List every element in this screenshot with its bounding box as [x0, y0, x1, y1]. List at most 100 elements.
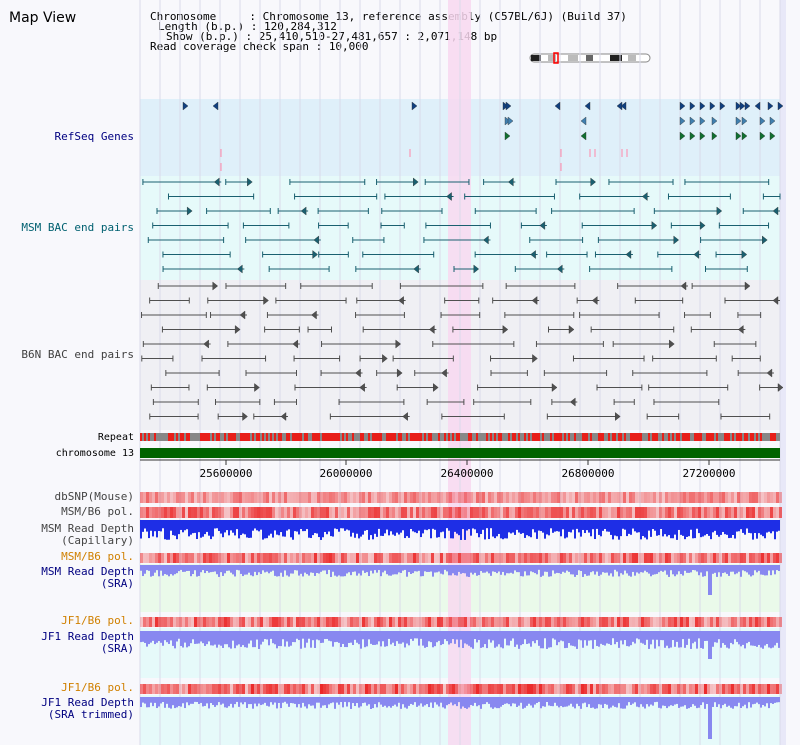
heat-cell: [482, 507, 485, 518]
repeat-block: [284, 433, 286, 441]
heat-cell: [296, 507, 299, 518]
depth-bar: [352, 565, 354, 572]
depth-bar: [620, 565, 622, 574]
heat-cell: [239, 684, 242, 694]
depth-bar: [602, 697, 604, 709]
depth-bar: [384, 697, 386, 706]
depth-bar: [408, 631, 410, 646]
depth-bar: [232, 697, 234, 708]
repeat-block: [274, 433, 276, 441]
depth-bar: [446, 697, 448, 706]
depth-bar: [608, 565, 610, 576]
refseq-genes-label[interactable]: RefSeq Genes: [55, 130, 134, 143]
heat-cell: [773, 507, 776, 518]
heat-cell: [362, 492, 365, 503]
depth-bar: [452, 520, 454, 539]
repeat-block: [684, 433, 686, 441]
depth-bar: [324, 565, 326, 571]
heat-cell: [569, 617, 572, 627]
repeat-block: [732, 433, 734, 441]
heat-cell: [662, 553, 665, 563]
heat-cell: [191, 684, 194, 694]
heat-cell: [776, 507, 779, 518]
heat-cell: [671, 492, 674, 503]
heat-cell: [215, 492, 218, 503]
repeat-block: [330, 433, 332, 441]
depth-bar: [694, 697, 696, 706]
depth-bar: [468, 697, 470, 708]
heat-cell: [452, 617, 455, 627]
depth-bar: [226, 520, 228, 531]
heat-cell: [458, 684, 461, 694]
heat-cell: [725, 617, 728, 627]
heat-cell: [281, 507, 284, 518]
repeat-block: [774, 433, 776, 441]
heat-cell: [206, 492, 209, 503]
heat-cell: [737, 684, 740, 694]
depth-bar: [414, 565, 416, 572]
heat-cell: [377, 507, 380, 518]
depth-bar: [592, 697, 594, 708]
heat-cell: [356, 684, 359, 694]
heat-cell: [314, 617, 317, 627]
heat-cell: [344, 617, 347, 627]
repeat-block: [718, 433, 720, 441]
depth-bar: [514, 565, 516, 571]
heat-cell: [590, 553, 593, 563]
depth-bar: [384, 565, 386, 571]
depth-bar: [540, 520, 542, 532]
repeat-block: [672, 433, 674, 441]
repeat-block: [662, 433, 664, 441]
depth-bar: [574, 520, 576, 539]
depth-bar: [624, 697, 626, 709]
heat-cell: [203, 684, 206, 694]
heat-cell: [194, 617, 197, 627]
depth-bar: [710, 565, 712, 595]
depth-bar: [566, 520, 568, 538]
repeat-block: [242, 433, 244, 441]
depth-bar: [488, 565, 490, 574]
depth-bar: [380, 565, 382, 577]
heat-cell: [191, 617, 194, 627]
depth-bar: [542, 520, 544, 533]
heat-cell: [257, 617, 260, 627]
depth-bar: [738, 697, 740, 703]
heat-cell: [581, 553, 584, 563]
heat-cell: [575, 617, 578, 627]
depth-bar: [264, 565, 266, 573]
repeat-block: [624, 433, 626, 441]
depth-bar: [252, 565, 254, 577]
depth-bar: [648, 697, 650, 707]
heat-cell: [275, 617, 278, 627]
depth-bar: [382, 520, 384, 536]
heat-cell: [695, 684, 698, 694]
depth-bar: [678, 697, 680, 708]
depth-bar: [192, 520, 194, 534]
heat-cell: [605, 553, 608, 563]
heat-cell: [422, 684, 425, 694]
depth-bar: [618, 565, 620, 577]
heat-cell: [356, 617, 359, 627]
heat-cell: [530, 553, 533, 563]
heat-cell: [374, 492, 377, 503]
depth-bar: [620, 631, 622, 641]
repeat-block: [500, 433, 502, 441]
repeat-block: [460, 433, 462, 441]
depth-bar: [176, 697, 178, 708]
depth-bar: [198, 520, 200, 533]
heat-cell: [248, 684, 251, 694]
heat-cell: [158, 492, 161, 503]
heat-cell: [479, 492, 482, 503]
heat-cell: [437, 492, 440, 503]
heat-cell: [620, 684, 623, 694]
heat-cell: [692, 617, 695, 627]
depth-bar: [710, 520, 712, 540]
depth-bar: [232, 631, 234, 641]
msm-bac-label[interactable]: MSM BAC end pairs: [21, 221, 134, 234]
depth-bar: [752, 631, 754, 646]
heat-cell: [263, 553, 266, 563]
heat-cell: [311, 507, 314, 518]
b6n-bac-label[interactable]: B6N BAC end pairs: [21, 348, 134, 361]
heat-cell: [713, 492, 716, 503]
heat-cell: [146, 553, 149, 563]
